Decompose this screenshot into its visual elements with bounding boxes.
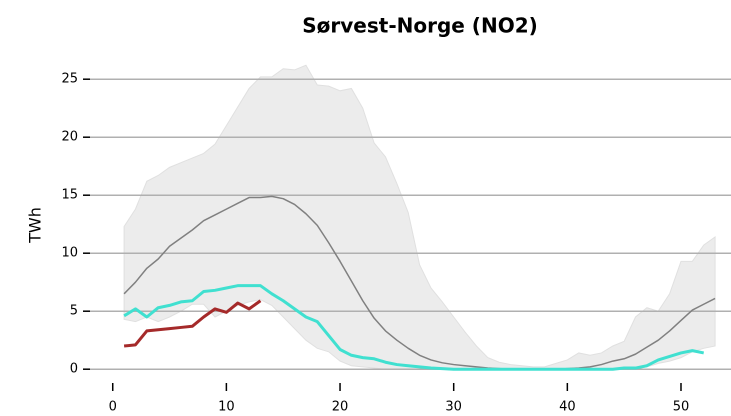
x-tick-label: 40 (559, 400, 576, 415)
x-tick-label: 10 (218, 400, 235, 415)
chart-title: Sørvest-Norge (NO2) (302, 14, 538, 38)
series-line (123, 195, 716, 370)
x-tick-label: 0 (109, 400, 117, 415)
x-tick-label: 30 (445, 400, 462, 415)
y-tick-label: 5 (70, 304, 78, 319)
series-line (123, 284, 705, 371)
x-tick-label: 50 (673, 400, 690, 415)
y-tick-label: 25 (61, 72, 78, 87)
series-line (123, 299, 262, 348)
y-tick-label: 0 (70, 362, 78, 377)
x-tick-label: 20 (332, 400, 349, 415)
y-tick-label: 10 (61, 246, 78, 261)
y-tick-label: 20 (61, 130, 78, 145)
range-band (123, 64, 716, 370)
y-tick-label: 15 (61, 188, 78, 203)
y-axis-label: TWh (26, 207, 45, 244)
